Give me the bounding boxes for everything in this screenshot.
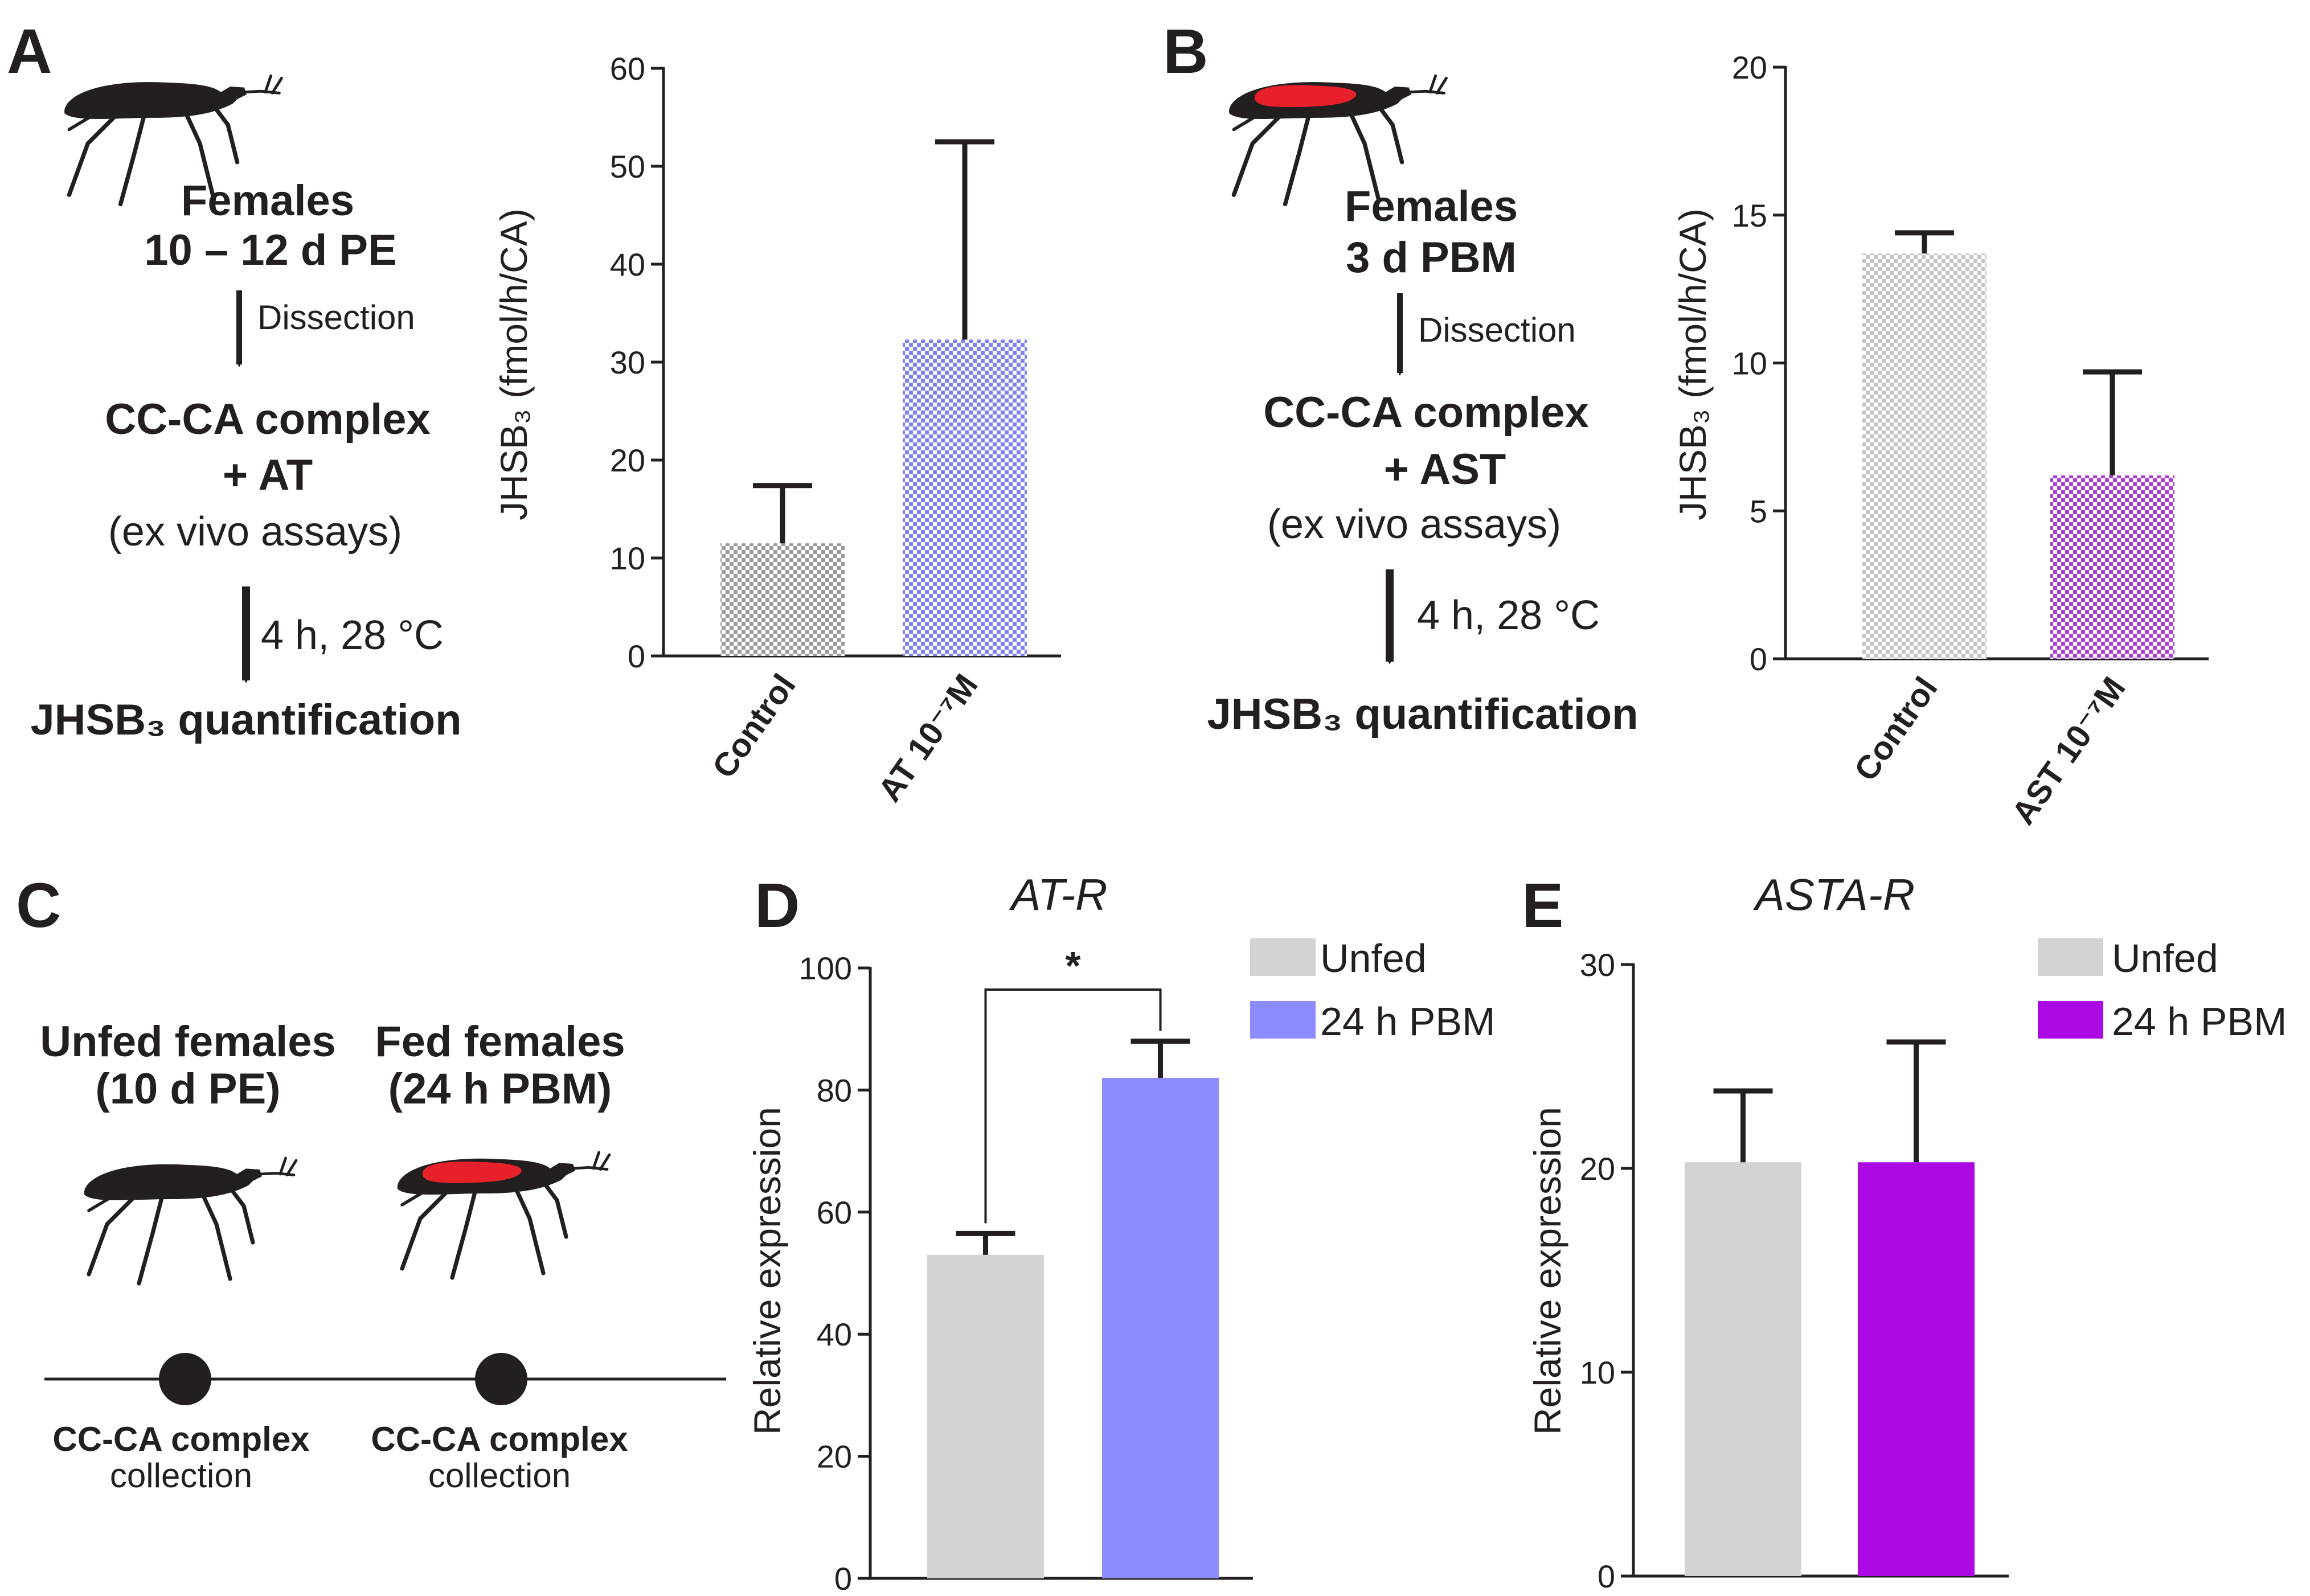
bar (1685, 1162, 1801, 1576)
flow-a-line2: 10 – 12 d PE (144, 226, 397, 274)
y-tick-label: 0 (1598, 1558, 1615, 1594)
flow-b-line3: CC-CA complex (1263, 388, 1588, 437)
unfed-title-1: Unfed females (40, 1017, 336, 1066)
legend-e-swatch-pbm (2038, 1001, 2103, 1039)
y-tick-label: 40 (817, 1316, 852, 1352)
chart-b: 0 5 10 15 20 JHSB₃ (fmol/h/CA) Control AST 10⁻⁷… (1672, 50, 2209, 831)
bar (1102, 1077, 1219, 1578)
y-tick-label: 30 (1580, 947, 1615, 983)
flow-a-line6: JHSB₃ quantification (30, 696, 461, 744)
panel-letter-b: B (1163, 17, 1208, 87)
y-axis-label: JHSB₃ (fmol/h/CA) (493, 208, 535, 520)
bar (1858, 1162, 1975, 1576)
flow-a-line4: + AT (223, 451, 313, 499)
legend-d-swatch-pbm (1250, 1001, 1316, 1039)
legend-e-swatch-unfed (2038, 938, 2103, 976)
y-tick-label: 15 (1732, 198, 1767, 233)
y-tick-label: 20 (1580, 1151, 1615, 1187)
y-tick-label: 10 (1580, 1355, 1615, 1390)
bar (927, 1254, 1044, 1578)
y-tick-label: 0 (1750, 641, 1767, 677)
y-tick-label: 20 (817, 1439, 852, 1475)
chart-e: 0 10 20 30 Relative expression (1526, 947, 2009, 1594)
legend-d-label-unfed: Unfed (1320, 936, 1427, 980)
panel-a: A Females 10 – 12 d PE Dissection CC-CA … (7, 17, 462, 744)
category-label: Control (1847, 670, 1945, 787)
y-tick-label: 80 (817, 1072, 852, 1108)
legend-d-label-pbm: 24 h PBM (1320, 999, 1495, 1044)
y-tick-label: 10 (1732, 346, 1767, 381)
flow-b-line5: (ex vivo assays) (1267, 502, 1561, 547)
flow-b-line1: Females (1345, 182, 1518, 231)
y-tick-label: 60 (610, 51, 645, 87)
y-tick-label: 5 (1750, 493, 1767, 529)
panel-letter-d: D (755, 871, 800, 941)
y-axis-label: Relative expression (1526, 1107, 1568, 1435)
chart-a: 0 10 20 30 40 50 60 JHSB₃ (fmol/h/CA) Control AT … (493, 51, 1061, 809)
y-tick-label: 20 (1732, 50, 1767, 85)
fed-title-1: Fed females (375, 1017, 625, 1066)
flow-a-step1: Dissection (257, 298, 415, 337)
bar (903, 339, 1027, 656)
bar (1862, 253, 1987, 659)
collection-2b: collection (428, 1456, 571, 1495)
legend-e-label-unfed: Unfed (2112, 936, 2218, 980)
significance-marker: * (1065, 943, 1081, 988)
flow-b-step1: Dissection (1418, 311, 1576, 349)
y-tick-label: 50 (610, 149, 645, 184)
legend-e-label-pbm: 24 h PBM (2112, 999, 2287, 1044)
chart-e-title: ASTA-R (1753, 869, 1915, 920)
collection-1a: CC-CA complex (52, 1420, 309, 1458)
fed-bug-icon-c (398, 1152, 609, 1278)
category-label: AST 10⁻⁷M (2005, 670, 2133, 831)
flow-a-line5: (ex vivo assays) (108, 509, 402, 555)
flow-b-line4: + AST (1384, 445, 1506, 494)
significance-bracket (984, 988, 1162, 1224)
flow-b-line2: 3 d PBM (1346, 233, 1517, 282)
flow-a-step2: 4 h, 28 °C (261, 613, 444, 658)
bar (2050, 475, 2174, 659)
collection-2a: CC-CA complex (371, 1420, 628, 1458)
y-tick-label: 30 (610, 344, 645, 380)
y-tick-label: 40 (610, 247, 645, 282)
y-axis-label: JHSB₃ (fmol/h/CA) (1672, 208, 1714, 520)
y-tick-label: 10 (610, 540, 645, 576)
bar (720, 543, 845, 656)
unfed-bug-icon (84, 1158, 296, 1283)
chart-d: 0 20 40 60 80 100 Relative expression * (746, 943, 1253, 1596)
panel-b: B Females 3 d PBM Dissection CC-CA compl… (1163, 17, 1639, 738)
chart-d-title: AT-R (1009, 869, 1107, 920)
category-label: AT 10⁻⁷M (871, 667, 985, 808)
timeline-point-unfed (159, 1353, 211, 1405)
flow-b-step2: 4 h, 28 °C (1417, 593, 1600, 638)
y-tick-label: 20 (610, 442, 645, 478)
y-tick-label: 0 (834, 1561, 852, 1596)
legend-d-swatch-unfed (1250, 938, 1316, 976)
flow-a-line1: Females (181, 177, 354, 225)
category-label: Control (705, 667, 803, 785)
panel-letter-e: E (1522, 871, 1563, 941)
flow-b-line6: JHSB₃ quantification (1207, 690, 1638, 738)
fed-title-2: (24 h PBM) (388, 1065, 612, 1113)
y-tick-label: 60 (817, 1195, 852, 1230)
collection-1b: collection (110, 1456, 252, 1495)
fed-bug-icon (1229, 76, 1446, 204)
flow-a-line3: CC-CA complex (105, 395, 430, 444)
timeline-point-fed (475, 1353, 527, 1405)
y-axis-label: Relative expression (746, 1107, 788, 1435)
panel-letter-a: A (7, 17, 52, 87)
unfed-title-2: (10 d PE) (95, 1065, 280, 1113)
panel-letter-c: C (16, 871, 61, 941)
y-tick-label: 100 (799, 950, 852, 986)
y-tick-label: 0 (628, 638, 645, 674)
panel-c: C Unfed females (10 d PE) Fed females (2… (16, 871, 726, 1495)
